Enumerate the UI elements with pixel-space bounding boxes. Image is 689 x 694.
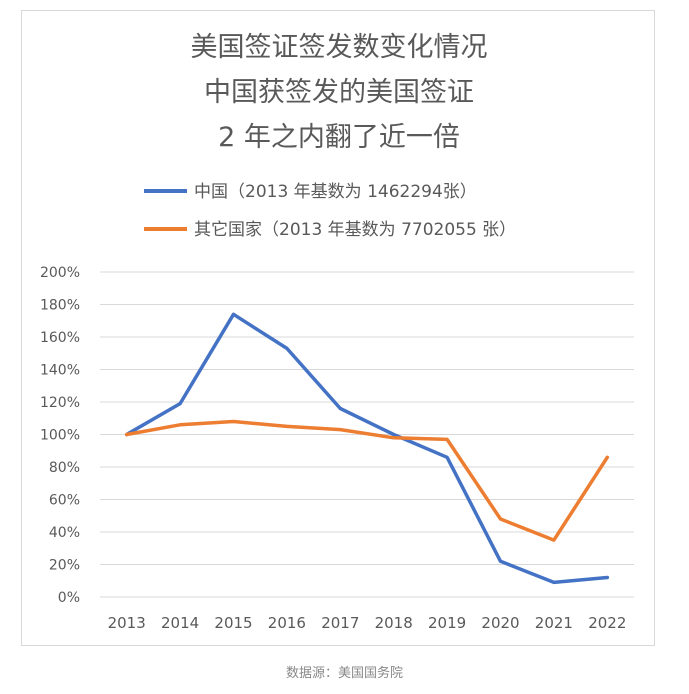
chart-title-line-1: 美国签证签发数变化情况 xyxy=(191,32,488,63)
data-point xyxy=(392,433,395,436)
source-note: 数据源：美国国务院 xyxy=(285,666,403,681)
series-line-2 xyxy=(124,419,610,542)
legend-label: 中国（2013 年基数为 1462294张） xyxy=(194,182,477,202)
chart-title-line-2: 中国获签发的美国签证 xyxy=(204,77,474,108)
legend-label: 其它国家（2013 年基数为 7702055 张） xyxy=(194,220,516,240)
data-point xyxy=(445,438,449,441)
data-point xyxy=(499,560,502,563)
chart-frame: 美国签证签发数变化情况 中国获签发的美国签证 2 年之内翻了近一倍 中国（201… xyxy=(21,10,655,646)
data-point xyxy=(445,456,449,459)
x-axis: 2013 2014 2015 2016 2017 2018 2019 2020 2021 2022 xyxy=(108,614,627,632)
data-point xyxy=(232,313,235,316)
y-tick-label: 200% xyxy=(40,265,80,281)
y-tick-label: 0% xyxy=(58,590,80,606)
data-point xyxy=(552,538,556,542)
y-axis: 0% 20% 40% 60% 80% 100% 120% 140% 160% 180% 200% xyxy=(40,265,80,606)
x-tick-label: 2017 xyxy=(321,614,359,632)
x-tick-label: 2013 xyxy=(108,614,146,632)
legend: 中国（2013 年基数为 1462294张） 其它国家（2013 年基数为 770… xyxy=(144,182,516,240)
data-point xyxy=(178,423,182,426)
chart-title-line-3: 2 年之内翻了近一倍 xyxy=(218,122,460,153)
x-tick-label: 2022 xyxy=(588,614,626,632)
x-tick-label: 2016 xyxy=(268,614,306,632)
x-tick-label: 2015 xyxy=(214,614,252,632)
data-point xyxy=(552,581,556,584)
data-point xyxy=(339,428,342,431)
y-tick-label: 60% xyxy=(49,493,80,509)
x-tick-label: 2019 xyxy=(428,614,466,632)
y-tick-label: 80% xyxy=(49,460,80,476)
x-tick-label: 2014 xyxy=(161,614,199,632)
data-point xyxy=(392,436,395,439)
y-tick-label: 40% xyxy=(49,525,80,541)
y-tick-label: 160% xyxy=(40,330,80,346)
chart-title: 美国签证签发数变化情况 中国获签发的美国签证 2 年之内翻了近一倍 xyxy=(191,32,488,153)
series-line-1 xyxy=(124,312,610,585)
data-point xyxy=(606,456,609,459)
data-point xyxy=(285,425,289,428)
data-point xyxy=(339,407,342,410)
series-lines xyxy=(124,312,610,585)
x-tick-label: 2021 xyxy=(535,614,573,632)
grid xyxy=(100,271,634,598)
y-tick-label: 140% xyxy=(40,363,80,379)
data-point xyxy=(606,576,609,579)
y-tick-label: 120% xyxy=(40,395,80,411)
data-point xyxy=(499,517,502,521)
line-chart: 美国签证签发数变化情况 中国获签发的美国签证 2 年之内翻了近一倍 中国（201… xyxy=(40,32,634,632)
y-tick-label: 20% xyxy=(49,558,80,574)
data-point xyxy=(285,347,289,350)
y-tick-label: 100% xyxy=(40,428,80,444)
x-tick-label: 2020 xyxy=(481,614,519,632)
data-point xyxy=(178,402,182,405)
data-point xyxy=(232,420,235,423)
x-tick-label: 2018 xyxy=(375,614,413,632)
data-point xyxy=(125,433,128,436)
y-tick-label: 180% xyxy=(40,298,80,314)
